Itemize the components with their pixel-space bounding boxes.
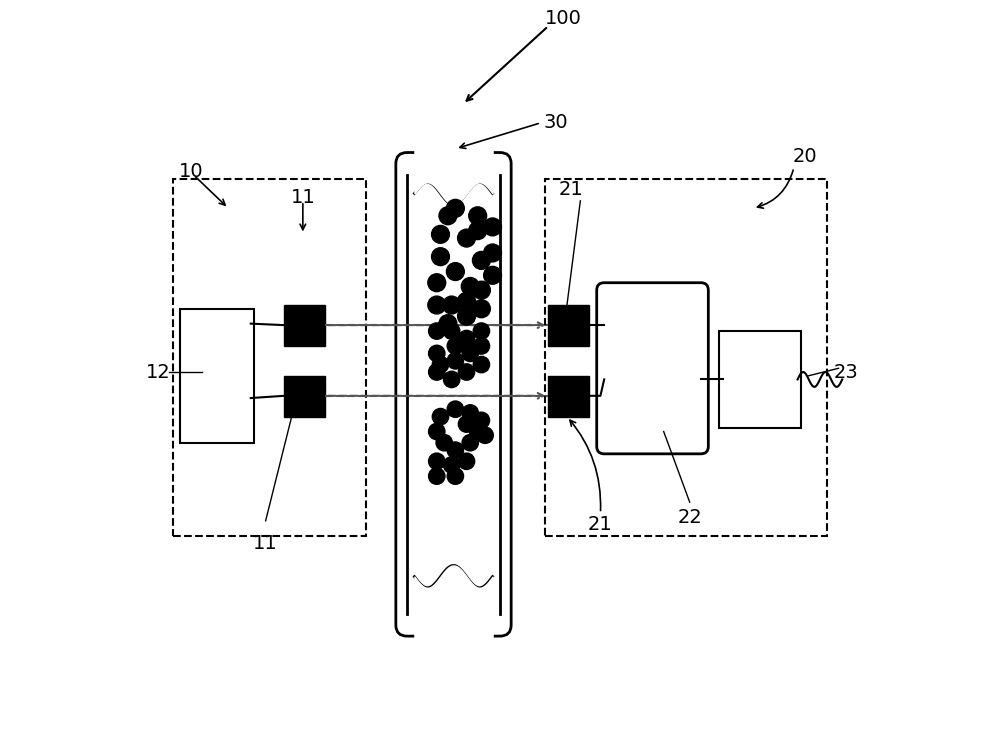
Circle shape (458, 307, 475, 325)
Circle shape (429, 468, 445, 484)
Text: 23: 23 (834, 362, 858, 382)
FancyBboxPatch shape (284, 305, 325, 346)
Circle shape (458, 229, 475, 247)
FancyBboxPatch shape (180, 309, 254, 443)
Circle shape (429, 364, 445, 380)
Circle shape (429, 323, 445, 339)
Circle shape (484, 244, 501, 262)
Circle shape (432, 248, 449, 266)
Circle shape (447, 338, 464, 354)
Circle shape (458, 292, 475, 310)
Circle shape (436, 434, 452, 451)
Circle shape (443, 296, 461, 314)
Text: 30: 30 (543, 113, 568, 132)
Circle shape (447, 401, 464, 417)
Circle shape (484, 218, 501, 236)
Circle shape (472, 281, 490, 299)
Circle shape (428, 274, 446, 292)
Circle shape (462, 434, 478, 451)
Circle shape (447, 442, 464, 458)
FancyBboxPatch shape (597, 283, 708, 454)
Text: 11: 11 (253, 533, 278, 553)
FancyBboxPatch shape (396, 153, 511, 636)
Text: 20: 20 (793, 147, 817, 166)
FancyBboxPatch shape (284, 376, 325, 417)
Text: 100: 100 (545, 9, 582, 28)
Circle shape (461, 278, 479, 295)
Circle shape (472, 251, 490, 269)
Circle shape (447, 353, 464, 369)
Circle shape (443, 371, 460, 388)
Circle shape (473, 338, 490, 354)
Circle shape (458, 330, 475, 347)
Circle shape (429, 423, 445, 440)
Text: 11: 11 (290, 187, 315, 207)
Circle shape (429, 453, 445, 469)
Text: 21: 21 (558, 180, 583, 199)
Circle shape (432, 225, 449, 243)
Circle shape (458, 416, 475, 432)
Circle shape (469, 207, 487, 225)
Circle shape (484, 266, 501, 284)
Circle shape (443, 323, 460, 339)
Text: 22: 22 (677, 507, 702, 527)
Circle shape (469, 222, 487, 240)
Circle shape (429, 345, 445, 362)
Circle shape (473, 356, 490, 373)
Circle shape (462, 405, 478, 421)
Circle shape (432, 356, 449, 373)
Circle shape (477, 427, 493, 443)
Circle shape (458, 364, 475, 380)
Circle shape (472, 300, 490, 318)
Circle shape (432, 408, 449, 425)
Circle shape (446, 263, 464, 280)
Text: 21: 21 (588, 515, 613, 534)
Circle shape (439, 315, 457, 333)
Circle shape (443, 457, 460, 473)
Circle shape (473, 412, 490, 429)
Circle shape (469, 423, 486, 440)
Circle shape (458, 453, 475, 469)
Text: 12: 12 (145, 362, 170, 382)
Circle shape (428, 296, 446, 314)
FancyBboxPatch shape (548, 305, 589, 346)
Circle shape (439, 207, 457, 225)
FancyBboxPatch shape (719, 331, 801, 428)
Text: 10: 10 (179, 161, 204, 181)
Circle shape (462, 345, 478, 362)
Circle shape (446, 199, 464, 217)
FancyBboxPatch shape (548, 376, 589, 417)
Circle shape (473, 323, 490, 339)
Circle shape (447, 468, 464, 484)
